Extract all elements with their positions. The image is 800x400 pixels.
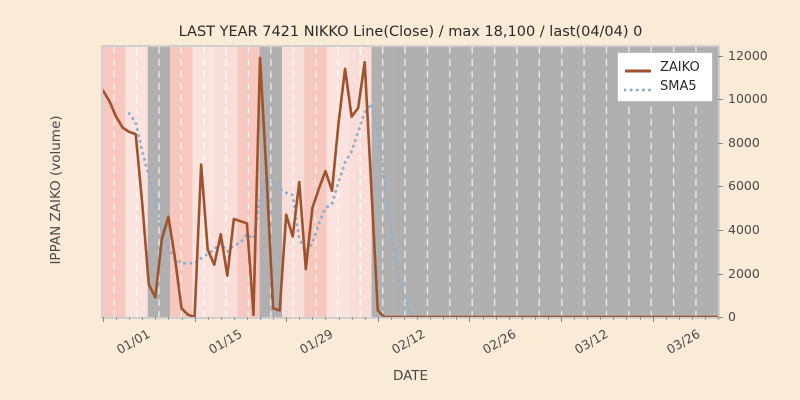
legend-swatch-sma5 <box>623 81 653 93</box>
x-tick-minor <box>168 317 170 320</box>
legend-label-sma5: SMA5 <box>660 79 697 94</box>
y-tick-mark <box>718 186 723 188</box>
x-tick-minor <box>665 317 667 320</box>
x-tick-minor <box>678 317 680 320</box>
axis-spine-right <box>718 46 720 318</box>
y-tick-label: 0 <box>728 309 736 324</box>
chart-title: LAST YEAR 7421 NIKKO Line(Close) / max 1… <box>178 24 643 40</box>
x-tick-mark <box>469 317 471 322</box>
y-tick-label: 6000 <box>728 178 760 194</box>
x-tick-minor <box>417 317 418 320</box>
y-tick-label: 4000 <box>728 221 760 237</box>
x-tick-minor <box>587 317 589 320</box>
x-tick-label: 03/26 <box>663 326 703 358</box>
x-tick-minor <box>456 317 458 320</box>
x-tick-mark <box>286 317 288 322</box>
x-tick-minor <box>482 317 484 320</box>
y-axis-label: IPPAN ZAIKO (volume) <box>48 115 64 265</box>
legend-label-zaiko: ZAIKO <box>660 60 700 75</box>
x-tick-minor <box>521 317 523 320</box>
x-tick-minor <box>129 317 131 320</box>
x-tick-minor <box>325 317 327 320</box>
x-tick-mark <box>561 317 562 322</box>
x-tick-minor <box>116 317 118 320</box>
x-tick-label: 01/01 <box>113 326 153 358</box>
x-tick-minor <box>574 317 576 320</box>
legend-swatch-zaiko <box>624 62 652 74</box>
x-tick-mark <box>377 317 379 322</box>
series-line-zaiko <box>103 56 718 317</box>
x-tick-minor <box>312 317 314 320</box>
y-tick-label: 10000 <box>728 91 768 107</box>
x-axis-label: DATE <box>392 368 429 384</box>
x-tick-minor <box>338 317 340 320</box>
x-tick-minor <box>704 317 706 320</box>
x-tick-minor <box>364 317 366 320</box>
y-tick-label: 8000 <box>728 134 760 150</box>
axis-spine-left <box>101 46 103 318</box>
x-tick-minor <box>233 317 235 320</box>
x-tick-minor <box>260 317 261 320</box>
x-tick-minor <box>613 317 615 320</box>
y-tick-mark <box>718 229 723 231</box>
x-tick-minor <box>207 317 209 320</box>
x-tick-minor <box>600 317 602 320</box>
x-tick-label: 02/12 <box>388 326 428 358</box>
x-tick-minor <box>155 317 157 320</box>
x-tick-minor <box>534 317 536 320</box>
gridlines <box>113 47 697 317</box>
x-tick-minor <box>626 317 628 320</box>
x-tick-minor <box>220 317 222 320</box>
chart-legend[interactable]: ZAIKO SMA5 <box>617 52 713 102</box>
y-tick-mark <box>718 273 723 275</box>
y-tick-mark <box>718 317 723 318</box>
y-tick-mark <box>718 99 723 101</box>
x-tick-mark <box>194 317 196 322</box>
x-tick-label: 01/29 <box>297 326 336 358</box>
x-tick-mark <box>103 317 104 322</box>
x-tick-minor <box>390 317 392 320</box>
x-tick-minor <box>718 317 719 320</box>
x-tick-mark <box>652 317 654 322</box>
x-tick-label: 01/15 <box>205 326 245 358</box>
x-tick-minor <box>351 317 353 320</box>
x-tick-minor <box>181 317 183 320</box>
x-tick-minor <box>430 317 432 320</box>
y-tick-label: 2000 <box>728 265 760 281</box>
y-tick-mark <box>718 55 723 57</box>
x-tick-label: 03/12 <box>571 326 611 358</box>
axis-spine-bottom <box>101 317 720 319</box>
x-tick-minor <box>404 317 405 320</box>
x-tick-minor <box>691 317 693 320</box>
x-tick-minor <box>508 317 510 320</box>
axis-spine-top <box>101 45 720 47</box>
x-tick-minor <box>443 317 445 320</box>
x-tick-minor <box>246 317 248 320</box>
x-tick-label: 02/26 <box>480 326 519 358</box>
y-tick-mark <box>718 142 723 144</box>
x-tick-minor <box>273 317 275 320</box>
x-tick-minor <box>299 317 301 320</box>
x-tick-minor <box>142 317 144 320</box>
series-line-sma5 <box>127 100 718 317</box>
x-tick-minor <box>547 317 549 320</box>
y-tick-label: 12000 <box>728 47 768 63</box>
x-tick-minor <box>495 317 497 320</box>
x-tick-minor <box>639 317 641 320</box>
legend-item-sma5[interactable]: SMA5 <box>623 77 706 96</box>
legend-item-zaiko[interactable]: ZAIKO <box>624 58 706 77</box>
